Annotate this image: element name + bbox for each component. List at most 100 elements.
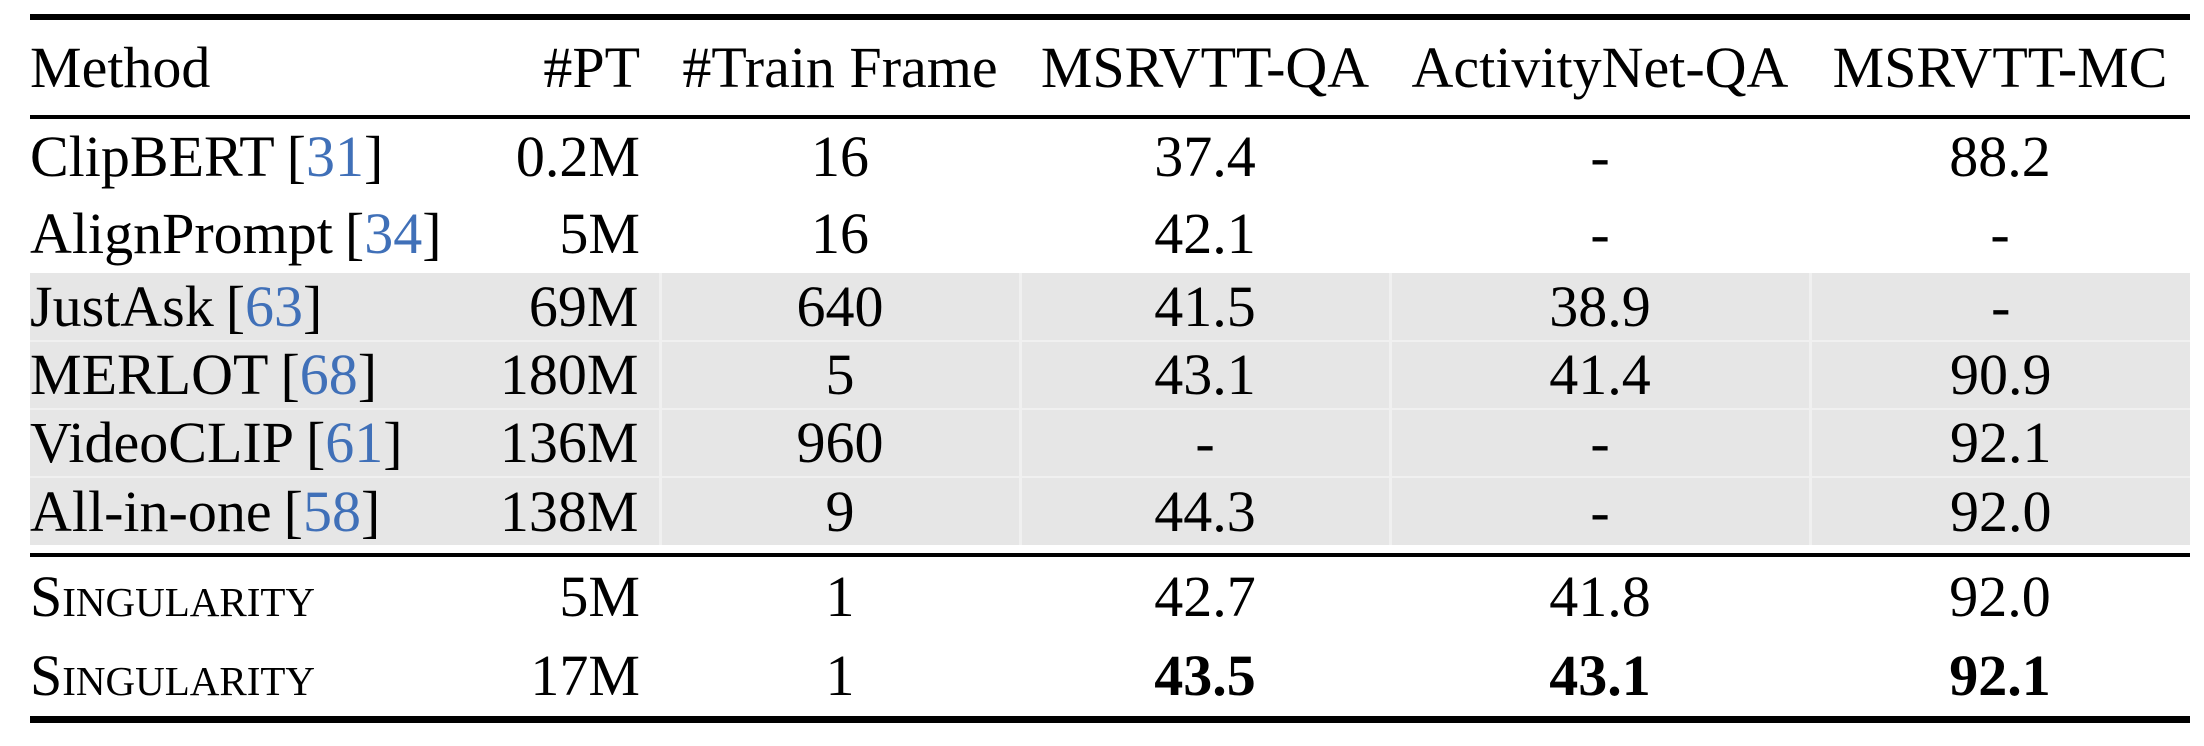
activitynet-qa-cell: - [1590,201,1610,266]
method-name: VideoCLIP [30,410,294,475]
spacer-cell [30,545,2190,555]
method-cell: MERLOT [68] [30,340,480,409]
train-frame-cell: 16 [811,201,869,266]
column-header-msrvtt-mc: MSRVTT-MC [1810,17,2190,117]
citation-bracket-close: ] [303,273,323,339]
citation: [58] [284,479,381,544]
method-cell: VideoCLIP [61] [30,408,480,477]
spacer-row [30,545,2190,555]
table-row: ClipBERT [31] 0.2M 16 37.4 - 88.2 [30,117,2190,195]
citation-bracket-open: [ [344,201,365,266]
train-frame-cell: 5 [658,340,1020,409]
msrvtt-qa-cell: 42.7 [1154,564,1256,629]
msrvtt-mc-cell: 90.9 [1808,340,2190,409]
msrvtt-mc-cell: 92.1 [1949,643,2051,709]
msrvtt-mc-cell: 92.1 [1808,408,2190,477]
activitynet-qa-cell: 38.9 [1388,273,1810,341]
activitynet-qa-cell: - [1388,476,1810,545]
table-body-singularity: Singularity[] 5M 1 42.7 41.8 92.0 Singul… [30,555,2190,719]
column-header-label: #Train Frame [682,34,998,100]
table-row: MERLOT [68] 180M 5 43.1 41.4 90.9 [30,340,2190,409]
column-header-msrvtt-qa: MSRVTT-QA [1020,17,1390,117]
citation-bracket-close: ] [360,478,381,544]
method-name: MERLOT [30,342,269,407]
citation-link[interactable]: 63 [245,273,304,339]
msrvtt-mc-cell: 92.0 [1949,564,2051,629]
citation-link[interactable]: 61 [325,410,384,475]
method-name: All-in-one [30,478,272,544]
pt-cell: 138M [480,476,660,545]
column-header-label: MSRVTT-MC [1832,34,2168,100]
activitynet-qa-cell: - [1388,408,1810,477]
citation-link[interactable]: 68 [299,342,358,407]
citation-bracket-close: ] [383,410,403,475]
column-header-pt: #PT [480,17,660,117]
msrvtt-qa-cell: 41.5 [1018,273,1390,341]
method-cell: Singularity[] [30,555,480,637]
method-name: Singularity [30,564,316,629]
msrvtt-qa-cell: 44.3 [1018,476,1390,545]
table-row: All-in-one [58] 138M 9 44.3 - 92.0 [30,476,2190,545]
pt-cell: 5M [559,564,640,629]
method-cell: ClipBERT [31] [30,117,480,195]
msrvtt-qa-cell: 42.1 [1154,201,1256,266]
citation-bracket-open: [ [280,342,300,407]
column-header-label: ActivityNet-QA [1411,34,1789,100]
msrvtt-mc-cell: 88.2 [1949,124,2051,189]
column-header-train-frame: #Train Frame [660,17,1020,117]
column-header-label: MSRVTT-QA [1040,34,1370,100]
table-row: Singularity[] 17M 1 43.5 43.1 92.1 [30,637,2190,719]
column-header-method: Method [30,17,480,117]
method-name: Singularity [30,643,316,709]
table-row: AlignPrompt [34] 5M 16 42.1 - - [30,195,2190,273]
column-header-activitynet-qa: ActivityNet-QA [1390,17,1810,117]
pt-cell: 136M [480,408,660,477]
citation-link[interactable]: 34 [364,201,423,266]
method-cell: All-in-one [58] [30,476,480,545]
citation-bracket-open: [ [283,478,303,544]
citation: [34] [345,201,442,266]
citation-bracket-open: [ [286,124,306,189]
citation-bracket-close: ] [422,201,442,266]
pt-cell: 5M [559,201,640,266]
method-cell: JustAsk [63] [30,273,480,341]
activitynet-qa-cell: - [1590,124,1610,189]
pt-cell: 69M [480,273,660,341]
citation-bracket-close: ] [364,124,384,189]
method-name: ClipBERT [30,124,275,189]
section-spacer [30,545,2190,555]
pt-cell: 17M [530,643,640,709]
results-table: Method #PT #Train Frame MSRVTT-QA Activi… [30,14,2190,723]
msrvtt-mc-cell: - [1808,273,2190,341]
train-frame-cell: 640 [658,273,1020,341]
activitynet-qa-cell: 43.1 [1549,643,1651,709]
table-row: VideoCLIP [61] 136M 960 - - 92.1 [30,408,2190,477]
citation: [61] [306,410,403,475]
citation-bracket-open: [ [225,273,246,339]
paper-table: Method #PT #Train Frame MSRVTT-QA Activi… [30,14,2190,723]
citation: [63] [226,274,323,339]
msrvtt-qa-cell: 43.5 [1154,643,1256,709]
citation-link[interactable]: 31 [306,124,364,189]
method-name: JustAsk [30,273,214,339]
method-cell: Singularity[] [30,637,480,719]
msrvtt-qa-cell: 37.4 [1154,124,1256,189]
citation-link[interactable]: 58 [302,478,361,544]
msrvtt-qa-cell: - [1018,408,1390,477]
pt-cell: 0.2M [515,124,640,189]
method-cell: AlignPrompt [34] [30,195,480,273]
table-row: Singularity[] 5M 1 42.7 41.8 92.0 [30,555,2190,637]
citation: [68] [280,342,377,407]
table-body-baselines: ClipBERT [31] 0.2M 16 37.4 - 88.2 AlignPr… [30,117,2190,545]
msrvtt-qa-cell: 43.1 [1018,340,1390,409]
column-header-label: #PT [543,34,640,100]
method-name: AlignPrompt [30,201,333,266]
citation-bracket-close: ] [357,342,378,407]
header-row: Method #PT #Train Frame MSRVTT-QA Activi… [30,17,2190,117]
train-frame-cell: 1 [825,564,855,629]
citation-bracket-open: [ [305,410,326,475]
train-frame-cell: 960 [658,408,1020,477]
table-row: JustAsk [63] 69M 640 41.5 38.9 - [30,273,2190,341]
msrvtt-mc-cell: - [1990,201,2010,266]
citation: [31] [287,124,384,189]
